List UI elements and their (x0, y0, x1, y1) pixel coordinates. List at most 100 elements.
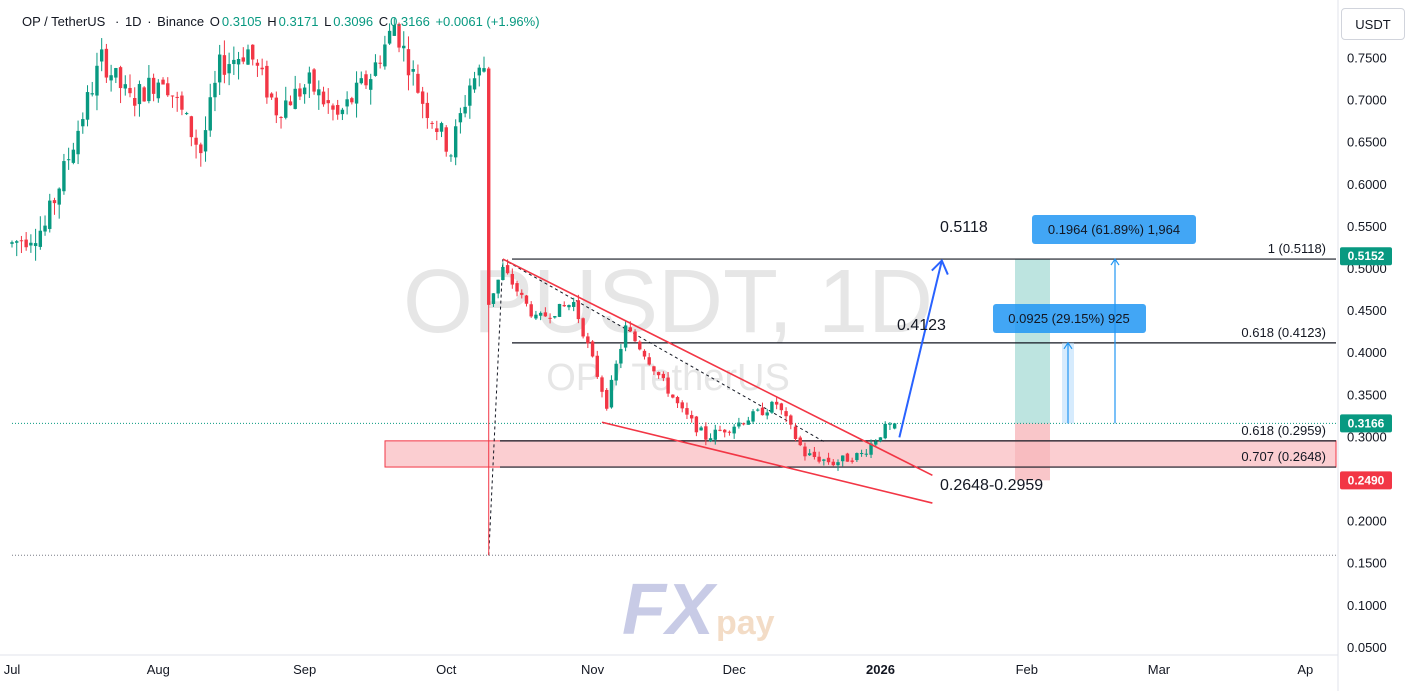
candle-body[interactable] (354, 82, 359, 104)
candle-body[interactable] (255, 62, 260, 66)
candle-body[interactable] (770, 401, 774, 413)
candle-body[interactable] (605, 389, 609, 409)
candle-body[interactable] (793, 426, 798, 439)
candle-body[interactable] (642, 350, 647, 357)
candle-body[interactable] (675, 397, 680, 404)
candle-body[interactable] (491, 293, 496, 304)
candle-body[interactable] (260, 67, 264, 70)
candle-body[interactable] (586, 336, 590, 344)
stop-box[interactable] (1015, 423, 1050, 481)
candle-body[interactable] (217, 54, 222, 83)
candle-body[interactable] (737, 422, 741, 427)
candle-body[interactable] (647, 357, 651, 365)
candle-body[interactable] (331, 105, 335, 110)
candle-body[interactable] (251, 44, 255, 60)
candle-body[interactable] (137, 84, 142, 105)
candle-body[interactable] (444, 127, 448, 152)
candle-body[interactable] (784, 411, 788, 417)
candle-body[interactable] (425, 102, 430, 119)
candle-body[interactable] (732, 426, 736, 434)
candle-body[interactable] (515, 283, 519, 292)
candle-body[interactable] (52, 200, 57, 204)
candle-body[interactable] (99, 49, 104, 62)
candle-body[interactable] (524, 295, 529, 304)
candle-body[interactable] (109, 75, 113, 81)
candle-body[interactable] (567, 305, 571, 308)
candle-body[interactable] (269, 93, 274, 98)
candle-body[interactable] (477, 67, 481, 76)
candle-body[interactable] (628, 327, 633, 332)
candle-body[interactable] (350, 98, 354, 103)
candle-body[interactable] (487, 68, 491, 305)
candle-body[interactable] (326, 100, 330, 104)
price-tag[interactable] (1340, 414, 1392, 433)
candle-body[interactable] (340, 109, 345, 115)
candle-body[interactable] (213, 82, 217, 98)
candle-body[interactable] (38, 230, 43, 247)
price-tag[interactable] (1340, 247, 1392, 266)
candle-body[interactable] (345, 99, 349, 107)
candle-body[interactable] (600, 377, 604, 392)
candle-body[interactable] (335, 105, 340, 115)
candle-body[interactable] (888, 423, 892, 425)
candle-body[interactable] (170, 95, 175, 97)
candle-body[interactable] (439, 123, 444, 132)
candle-body[interactable] (708, 438, 713, 442)
measure-box-1[interactable] (1032, 215, 1196, 244)
candle-body[interactable] (298, 88, 302, 97)
candle-body[interactable] (95, 65, 99, 96)
candle-body[interactable] (383, 44, 387, 67)
candle-body[interactable] (496, 279, 500, 294)
candle-body[interactable] (449, 155, 453, 157)
candle-body[interactable] (656, 372, 661, 376)
candle-body[interactable] (458, 113, 463, 123)
candle-body[interactable] (553, 316, 557, 318)
candle-body[interactable] (180, 95, 184, 110)
target-box[interactable] (1015, 259, 1050, 424)
candle-body[interactable] (402, 45, 406, 49)
candle-body[interactable] (836, 462, 840, 466)
candle-body[interactable] (118, 67, 123, 89)
candle-body[interactable] (420, 91, 425, 104)
candle-body[interactable] (222, 55, 227, 75)
candle-body[interactable] (246, 49, 250, 65)
candle-body[interactable] (798, 437, 802, 446)
candle-body[interactable] (288, 101, 293, 106)
candle-body[interactable] (274, 97, 279, 116)
candle-body[interactable] (236, 59, 241, 65)
candle-body[interactable] (184, 113, 189, 115)
candle-body[interactable] (463, 106, 467, 114)
candle-body[interactable] (779, 403, 784, 411)
candle-body[interactable] (482, 68, 486, 72)
candle-body[interactable] (312, 69, 316, 92)
candle-body[interactable] (33, 243, 38, 247)
candle-body[interactable] (529, 304, 533, 317)
candle-body[interactable] (812, 451, 817, 457)
candle-body[interactable] (718, 429, 722, 431)
candle-body[interactable] (883, 423, 887, 439)
candle-body[interactable] (713, 429, 717, 440)
candle-body[interactable] (590, 341, 595, 357)
candle-body[interactable] (19, 240, 24, 242)
candle-body[interactable] (548, 317, 552, 319)
candle-body[interactable] (161, 79, 165, 85)
candle-body[interactable] (765, 412, 769, 416)
candle-body[interactable] (62, 161, 66, 192)
candle-body[interactable] (90, 93, 94, 95)
candle-body[interactable] (29, 242, 33, 246)
candle-body[interactable] (803, 446, 807, 457)
candle-body[interactable] (71, 149, 76, 163)
candle-body[interactable] (364, 74, 368, 86)
interval-label[interactable]: 1D (124, 14, 142, 29)
candle-body[interactable] (302, 87, 307, 95)
candle-body[interactable] (774, 401, 779, 405)
candle-body[interactable] (241, 57, 245, 62)
candle-body[interactable] (175, 96, 179, 98)
price-axis[interactable] (1338, 0, 1423, 691)
candle-body[interactable] (661, 373, 666, 379)
candle-body[interactable] (538, 312, 543, 316)
candle-body[interactable] (15, 241, 19, 243)
candle-body[interactable] (411, 68, 415, 72)
candle-body[interactable] (505, 265, 510, 274)
